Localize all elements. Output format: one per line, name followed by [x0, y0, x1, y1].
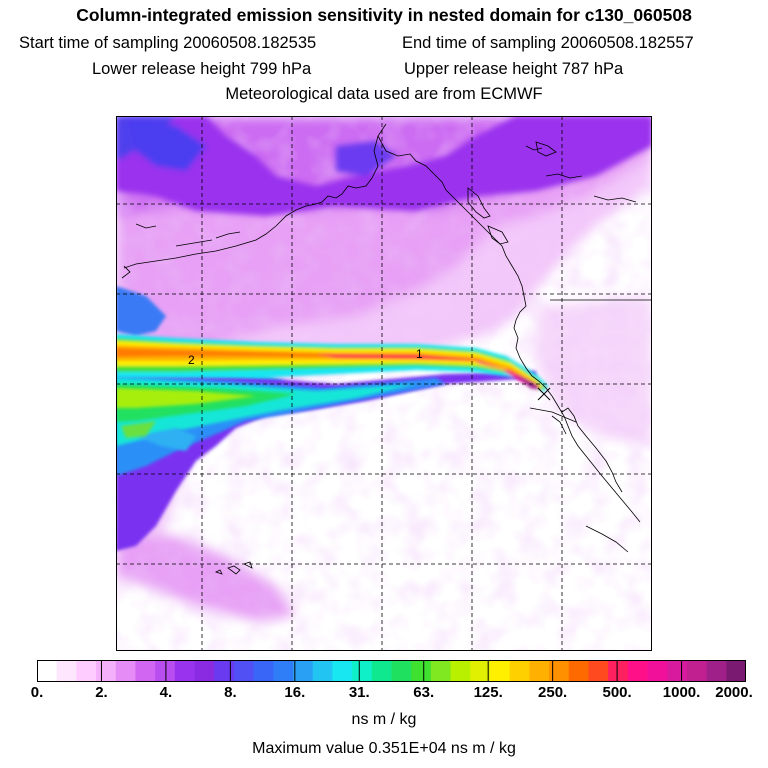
colorbar-bin — [233, 660, 255, 682]
colorbar-tick-label: 500. — [602, 684, 632, 701]
colorbar-bin — [37, 660, 58, 682]
colorbar-bin — [391, 660, 412, 682]
end-time-label: End time of sampling 20060508.182557 — [402, 34, 694, 52]
sensitivity-field-north — [116, 116, 652, 216]
plume-core — [116, 334, 548, 392]
colorbar-bin — [568, 660, 589, 682]
colorbar-bin — [76, 660, 97, 682]
colorbar-bin — [352, 660, 373, 682]
colorbar-bin — [96, 660, 117, 682]
colorbar-tick-label: 8. — [224, 684, 237, 701]
colorbar-bin — [588, 660, 609, 682]
colorbar-tick-label: 16. — [284, 684, 306, 701]
graticule — [116, 116, 652, 651]
colorbar-bin — [450, 660, 471, 682]
upper-release-label: Upper release height 787 hPa — [404, 60, 624, 78]
met-data-label: Meteorological data used are from ECMWF — [225, 85, 543, 103]
colorbar-bin — [174, 660, 196, 682]
colorbar-bin — [273, 660, 294, 682]
release-point-marker — [537, 387, 551, 401]
colorbar-bin — [293, 660, 314, 682]
colorbar-tick-label: 1000. — [662, 684, 701, 701]
colorbar-bin — [706, 660, 727, 682]
colorbar-bin — [371, 660, 392, 682]
colorbar-tick-label: 2. — [95, 684, 108, 701]
plot-title: Column-integrated emission sensitivity i… — [76, 5, 692, 25]
colorbar-bin — [411, 660, 432, 682]
plume-marker-2: 2 — [188, 353, 195, 367]
colorbar-bin — [509, 660, 530, 682]
colorbar-bin — [194, 660, 215, 682]
colorbar-bin — [253, 660, 274, 682]
colorbar-bin — [686, 660, 708, 682]
colorbar-bin — [627, 660, 649, 682]
colorbar-bin — [667, 660, 688, 682]
map-frame — [116, 116, 652, 651]
colorbar-tick-label: 63. — [413, 684, 435, 701]
sensitivity-map: 2 1 — [116, 116, 652, 651]
colorbar-units: ns m / kg — [351, 711, 417, 728]
colorbar-bin — [489, 660, 511, 682]
colorbar-bin — [608, 660, 629, 682]
lower-release-label: Lower release height 799 hPa — [92, 60, 312, 78]
colorbar-bin — [115, 660, 136, 682]
colorbar-tick-label: 31. — [348, 684, 370, 701]
colorbar-bin — [529, 660, 550, 682]
colorbar-bin — [135, 660, 156, 682]
colorbar-tick-label: 250. — [538, 684, 568, 701]
colorbar-frame — [37, 660, 746, 682]
colorbar-bin — [56, 660, 77, 682]
coastlines — [121, 123, 652, 575]
colorbar-tick-label: 125. — [473, 684, 503, 701]
colorbar-bin — [470, 660, 491, 682]
colorbar-bin — [155, 660, 176, 682]
start-time-label: Start time of sampling 20060508.182535 — [19, 34, 317, 52]
map-canvas: 2 1 — [116, 116, 652, 651]
colorbar-tick-label: 4. — [159, 684, 173, 701]
colorbar-bin — [332, 660, 353, 682]
plume-marker-1: 1 — [416, 347, 423, 361]
colorbar-bin — [312, 660, 333, 682]
plume-southern-spread — [116, 371, 536, 551]
colorbar-bin — [430, 660, 452, 682]
colorbar-bin — [214, 660, 235, 682]
colorbar-bin — [549, 660, 570, 682]
colorbar-bin — [647, 660, 668, 682]
colorbar — [37, 660, 746, 682]
maximum-value-label: Maximum value 0.351E+04 ns m / kg — [252, 740, 516, 757]
colorbar-tick-label: 2000. — [715, 684, 753, 701]
colorbar-labels: 0. 2. 4. 8. 16. 31. 63. 125. 250. 500. 1000. 2000. — [0, 684, 768, 704]
colorbar-bin — [726, 660, 746, 682]
colorbar-tick-label: 0. — [30, 684, 44, 701]
